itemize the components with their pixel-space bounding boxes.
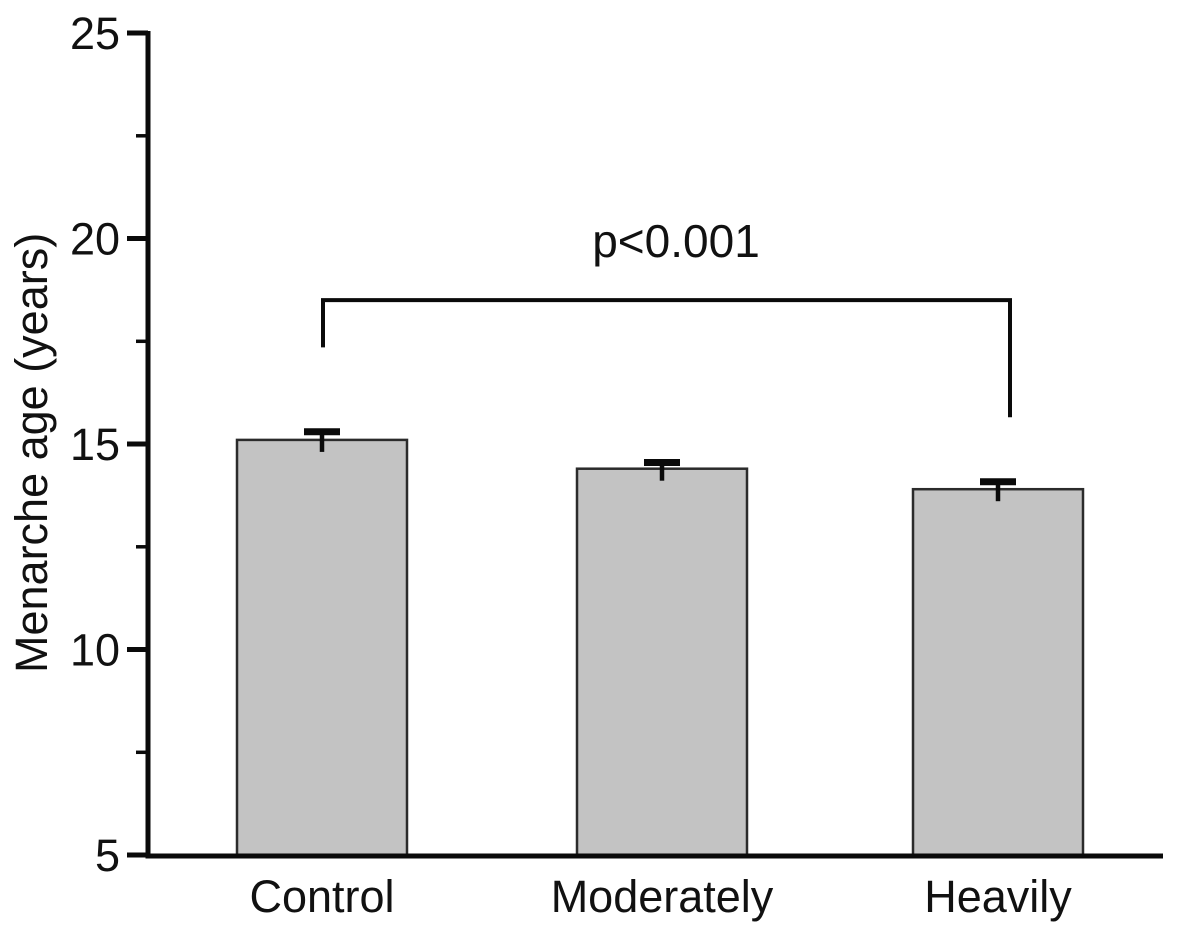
y-tick-label-15: 15 [70, 419, 120, 470]
bar-moderately [575, 467, 749, 857]
bar-heavily [911, 487, 1085, 857]
bar-control [235, 438, 409, 857]
y-tick-label-5: 5 [95, 830, 120, 881]
x-tick-label-control: Control [249, 871, 395, 922]
y-axis-title: Menarche age (years) [6, 232, 57, 673]
y-tick-label-25: 25 [70, 8, 120, 59]
y-tick-label-10: 10 [70, 625, 120, 676]
significance-bracket [321, 298, 1012, 418]
y-tick-label-20: 20 [70, 214, 120, 265]
significance-label: p<0.001 [592, 215, 760, 267]
x-tick-label-heavily: Heavily [924, 871, 1072, 922]
x-tick-label-moderately: Moderately [550, 871, 774, 922]
